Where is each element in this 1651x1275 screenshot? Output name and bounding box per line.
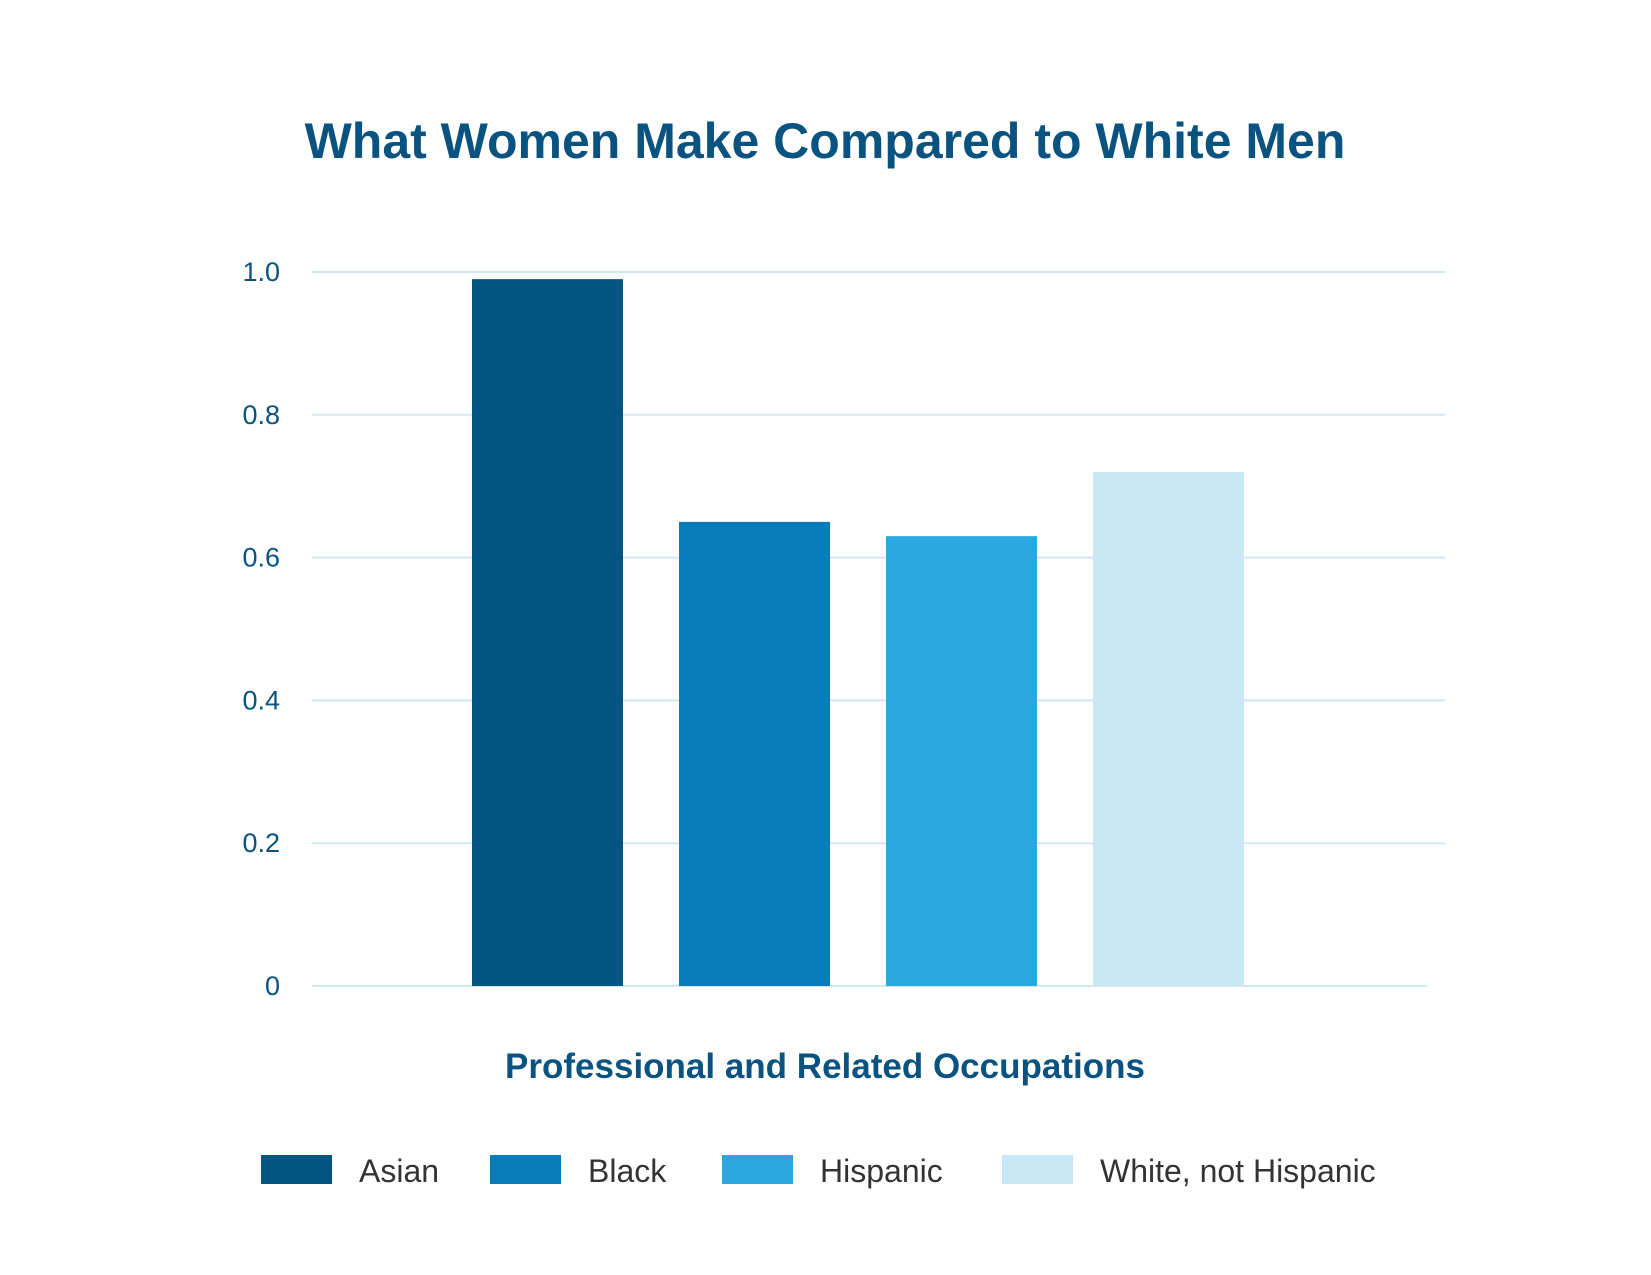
- y-axis-tick-labels: 0 0.2 0.4 0.6 0.8 1.0: [242, 257, 280, 1001]
- bar-white-not-hispanic: [1093, 471, 1244, 986]
- legend-label: Hispanic: [820, 1153, 943, 1189]
- legend-swatch: [490, 1155, 561, 1184]
- legend-label: Black: [588, 1153, 667, 1189]
- bar-hispanic: [886, 536, 1037, 986]
- legend-swatch: [261, 1155, 332, 1184]
- bar-black: [679, 521, 830, 986]
- legend-label: White, not Hispanic: [1100, 1153, 1376, 1189]
- y-tick-label: 0: [265, 971, 280, 1001]
- y-tick-label: 1.0: [242, 257, 280, 287]
- bar-asian: [472, 279, 623, 986]
- bars: [472, 279, 1244, 986]
- y-tick-label: 0.4: [242, 685, 280, 715]
- y-tick-label: 0.2: [242, 828, 280, 858]
- chart-title: What Women Make Compared to White Men: [305, 113, 1346, 169]
- y-tick-label: 0.6: [242, 543, 280, 573]
- legend-swatch: [722, 1155, 793, 1184]
- x-axis-label: Professional and Related Occupations: [505, 1047, 1145, 1086]
- y-tick-label: 0.8: [242, 400, 280, 430]
- legend: Asian Black Hispanic White, not Hispanic: [261, 1153, 1376, 1189]
- legend-swatch: [1002, 1155, 1073, 1184]
- legend-label: Asian: [359, 1153, 439, 1189]
